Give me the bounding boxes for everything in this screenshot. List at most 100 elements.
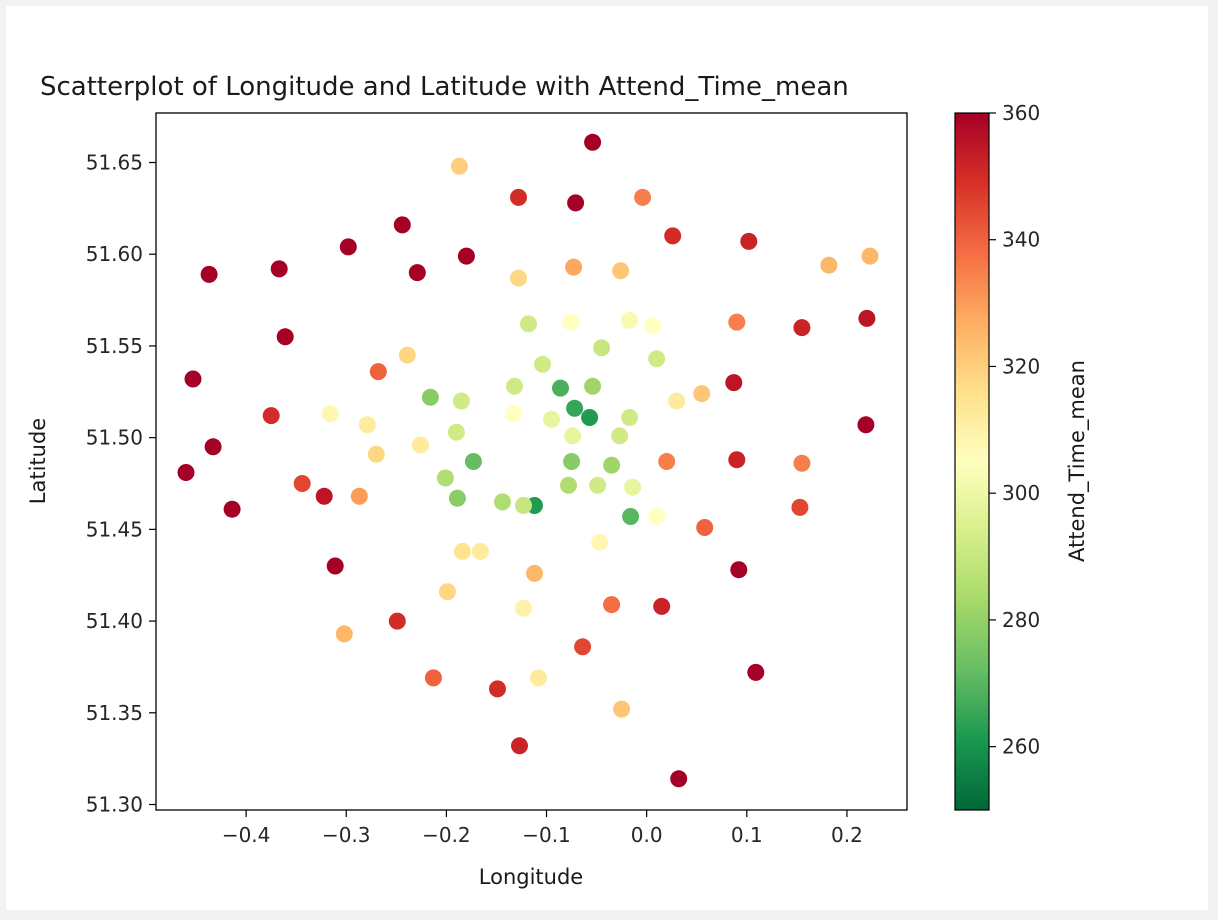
scatter-point [438, 583, 456, 601]
y-tick-label: 51.50 [86, 426, 143, 450]
chart-title: Scatterplot of Longitude and Latitude wi… [40, 72, 849, 102]
scatter-point [369, 363, 387, 381]
y-axis-ticks: 51.30 51.35 51.40 51.45 51.50 51.55 51.60 51.65 [86, 151, 156, 816]
x-tick-label: −0.1 [522, 823, 571, 847]
x-tick-label: −0.3 [322, 823, 371, 847]
scatter-point [648, 508, 666, 525]
y-tick-label: 51.35 [86, 701, 143, 725]
scatter-point [621, 311, 639, 329]
scatter-point [326, 557, 344, 575]
colorbar-tick-label: 280 [1002, 608, 1040, 632]
plot-frame [155, 112, 908, 811]
scatter-point [408, 264, 426, 282]
scatter-point [510, 269, 527, 287]
scatter-point [740, 232, 758, 250]
scatter-point [791, 498, 809, 516]
colorbar-ticks: 260 280 300 320 340 360 [989, 101, 1040, 759]
scatter-point [453, 542, 471, 560]
scatter-point [424, 669, 442, 687]
chart-figure: Scatterplot of Longitude and Latitude wi… [6, 6, 1208, 910]
scatter-point [204, 438, 222, 456]
scatter-point [543, 410, 560, 428]
scatter-point [664, 227, 682, 245]
y-tick-label: 51.45 [86, 517, 143, 541]
scatter-point [530, 669, 547, 687]
scatter-point [515, 599, 532, 617]
scatter-point [315, 487, 333, 505]
scatter-point [624, 478, 642, 496]
scatter-point [658, 453, 676, 470]
y-tick-label: 51.60 [86, 242, 143, 266]
scatter-point [613, 700, 631, 718]
scatter-point [564, 427, 582, 445]
scatter-point [858, 309, 876, 327]
scatter-point [612, 262, 630, 280]
scatter-point [603, 456, 621, 474]
scatter-point [350, 487, 368, 505]
scatter-point [725, 374, 743, 392]
x-tick-label: −0.2 [422, 823, 471, 847]
y-tick-label: 51.40 [86, 609, 143, 633]
scatter-point [591, 533, 609, 551]
colorbar-tick-label: 300 [1002, 481, 1040, 505]
scatter-point [436, 469, 454, 487]
scatter-point [511, 737, 528, 755]
scatter-point [411, 436, 429, 454]
scatter-point [696, 519, 714, 536]
scatter-point [622, 508, 640, 525]
scatter-point [820, 256, 838, 274]
x-axis-label: Longitude [479, 865, 583, 889]
scatter-chart: Scatterplot of Longitude and Latitude wi… [26, 72, 1090, 889]
scatter-point [793, 454, 811, 472]
scatter-point [510, 188, 527, 206]
scatter-point [581, 409, 599, 426]
scatter-point [566, 399, 584, 417]
scatter-point [358, 416, 376, 434]
colorbar-tick-label: 360 [1002, 101, 1040, 125]
scatter-point [857, 416, 875, 434]
scatter-point [611, 427, 629, 445]
scatter-point [668, 392, 686, 410]
scatter-point [393, 216, 411, 234]
colorbar [954, 112, 990, 811]
scatter-point [471, 542, 489, 560]
scatter-point [388, 612, 406, 630]
scatter-point [552, 379, 569, 397]
scatter-point [861, 247, 879, 265]
scatter-point [730, 561, 748, 579]
scatter-point [270, 260, 288, 278]
scatter-point [747, 663, 765, 681]
scatter-point [589, 476, 607, 494]
scatter-point [339, 238, 357, 256]
scatter-point [584, 133, 602, 151]
colorbar-tick-label: 340 [1002, 228, 1040, 252]
x-tick-label: 0.1 [731, 823, 763, 847]
scatter-point [562, 313, 580, 331]
y-tick-label: 51.30 [86, 792, 143, 816]
scatter-point [534, 355, 551, 373]
scatter-point [367, 445, 385, 463]
scatter-point [276, 328, 294, 346]
scatter-point [526, 564, 543, 582]
scatter-point [693, 385, 711, 403]
scatter-point [398, 346, 416, 364]
scatter-point [670, 770, 688, 788]
scatter-point [464, 453, 482, 470]
scatter-point [634, 188, 652, 206]
y-tick-label: 51.55 [86, 334, 143, 358]
scatter-point [567, 194, 585, 212]
y-axis-label: Latitude [26, 418, 50, 504]
scatter-point [450, 157, 468, 175]
scatter-point [565, 258, 583, 276]
scatter-point [452, 392, 470, 410]
scatter-point [560, 476, 577, 494]
scatter-point [603, 596, 621, 614]
scatter-point [448, 489, 466, 507]
colorbar-tick-label: 260 [1002, 735, 1040, 759]
colorbar-label: Attend_Time_mean [1065, 360, 1090, 562]
scatter-point [335, 625, 353, 643]
scatter-point [200, 265, 218, 283]
scatter-point [728, 313, 746, 331]
scatter-point [621, 409, 639, 426]
scatter-point [593, 339, 611, 357]
